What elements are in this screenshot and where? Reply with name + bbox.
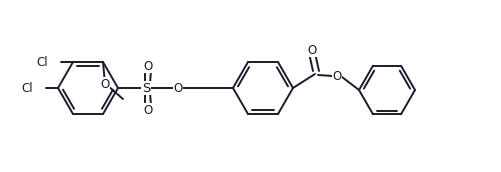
Text: O: O bbox=[143, 104, 153, 116]
Text: O: O bbox=[173, 82, 183, 94]
Text: O: O bbox=[308, 44, 317, 56]
Text: Cl: Cl bbox=[37, 56, 48, 68]
Text: O: O bbox=[332, 69, 342, 83]
Text: Cl: Cl bbox=[22, 82, 33, 94]
Text: S: S bbox=[142, 82, 150, 94]
Text: O: O bbox=[100, 78, 110, 90]
Text: O: O bbox=[143, 60, 153, 73]
